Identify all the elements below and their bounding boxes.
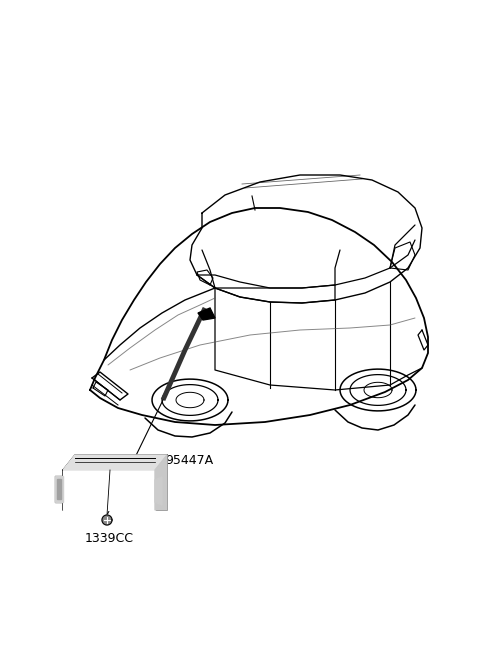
Polygon shape: [102, 515, 112, 525]
Text: 1339CC: 1339CC: [85, 531, 134, 544]
Polygon shape: [63, 455, 167, 470]
Polygon shape: [155, 455, 167, 510]
Polygon shape: [57, 479, 61, 499]
Polygon shape: [55, 476, 63, 502]
Polygon shape: [70, 474, 148, 507]
Polygon shape: [198, 308, 215, 320]
Text: 95447A: 95447A: [165, 453, 213, 466]
Polygon shape: [155, 477, 162, 505]
Polygon shape: [63, 470, 155, 510]
